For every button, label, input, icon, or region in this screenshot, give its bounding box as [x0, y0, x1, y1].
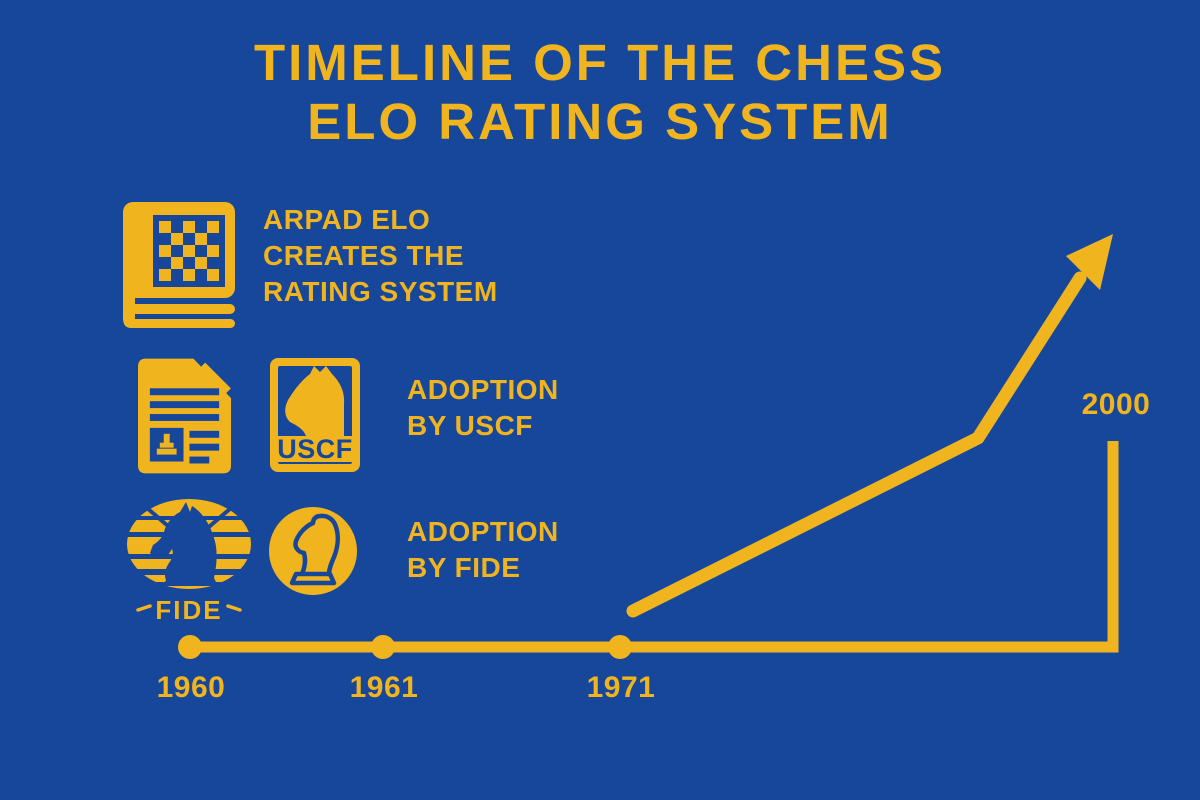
year-label-2000: 2000	[1081, 388, 1151, 421]
fide-knight-silhouette	[150, 502, 218, 586]
year-label-1971: 1971	[586, 671, 656, 704]
event-1960-line-1: ARPAD ELO	[263, 204, 431, 235]
event-1971-line-2: BY FIDE	[407, 552, 521, 583]
timeline-dot-1961	[371, 635, 395, 659]
event-1971-line-1: ADOPTION	[407, 516, 559, 547]
event-1960-line-2: CREATES THE	[263, 240, 464, 271]
book-chessboard-icon	[123, 202, 235, 328]
book-pages-top	[127, 304, 235, 314]
timeline-dot-1960	[178, 635, 202, 659]
page-title: TIMELINE OF THE CHESS ELO RATING SYSTEM	[0, 33, 1200, 151]
document-text-lines	[149, 388, 220, 421]
uscf-badge-text: USCF	[277, 434, 353, 464]
event-1960-label: ARPAD ELO CREATES THE RATING SYSTEM	[263, 202, 498, 310]
growth-line	[626, 271, 1087, 618]
book-pages-bottom	[127, 319, 235, 328]
chessboard-squares	[159, 221, 219, 281]
fide-logo-icon: FIDE	[126, 499, 254, 625]
title-line-1: TIMELINE OF THE CHESS	[253, 34, 947, 91]
timeline-dot-1971	[608, 635, 632, 659]
year-label-1961: 1961	[349, 671, 419, 704]
fide-dash-right	[226, 604, 242, 612]
event-1960-line-3: RATING SYSTEM	[263, 276, 498, 307]
title-line-2: ELO RATING SYSTEM	[307, 93, 893, 150]
fide-logo-text: FIDE	[155, 595, 222, 625]
uscf-badge-band	[278, 436, 352, 462]
document-icon	[138, 358, 232, 474]
knight-piece-base	[289, 571, 337, 586]
knight-piece-outline	[293, 513, 340, 575]
document-fold-corner	[197, 362, 231, 397]
event-1971-label: ADOPTION BY FIDE	[407, 514, 559, 586]
event-1961-line-1: ADOPTION	[407, 374, 559, 405]
uscf-knight-head	[285, 366, 345, 436]
document-stamp	[156, 433, 177, 455]
growth-arrowhead-icon	[1066, 234, 1113, 290]
uscf-badge-icon: USCF	[270, 358, 360, 472]
document-detail-lines	[189, 430, 220, 464]
knight-circle-icon	[269, 507, 357, 595]
event-1961-label: ADOPTION BY USCF	[407, 372, 559, 444]
year-label-1960: 1960	[156, 671, 226, 704]
fide-dash-left	[136, 604, 152, 612]
event-1961-line-2: BY USCF	[407, 410, 533, 441]
timeline-axis	[190, 441, 1119, 653]
